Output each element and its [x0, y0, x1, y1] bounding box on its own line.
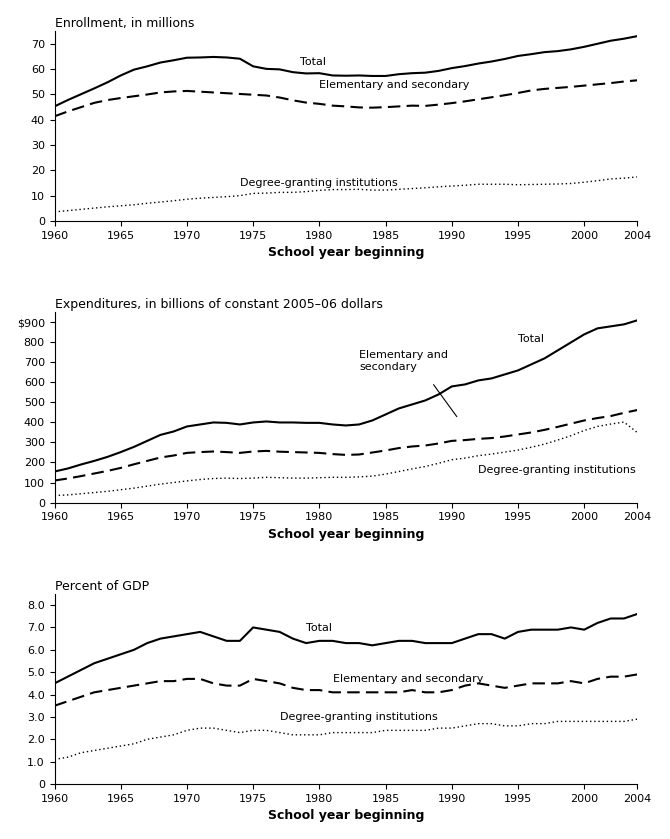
Text: Degree-granting institutions: Degree-granting institutions [240, 178, 398, 188]
Text: Degree-granting institutions: Degree-granting institutions [478, 465, 636, 475]
Text: Total: Total [306, 623, 332, 633]
Text: Expenditures, in billions of constant 2005–06 dollars: Expenditures, in billions of constant 20… [54, 298, 383, 311]
Text: Percent of GDP: Percent of GDP [54, 580, 149, 592]
X-axis label: School year beginning: School year beginning [268, 247, 424, 259]
Text: Total: Total [299, 57, 326, 67]
Text: Degree-granting institutions: Degree-granting institutions [279, 711, 438, 722]
X-axis label: School year beginning: School year beginning [268, 810, 424, 822]
Text: Total: Total [518, 335, 544, 344]
Text: Enrollment, in millions: Enrollment, in millions [54, 17, 194, 29]
Text: Elementary and secondary: Elementary and secondary [320, 80, 470, 90]
Text: Elementary and
secondary: Elementary and secondary [359, 350, 448, 373]
Text: Elementary and secondary: Elementary and secondary [332, 675, 483, 685]
X-axis label: School year beginning: School year beginning [268, 528, 424, 541]
